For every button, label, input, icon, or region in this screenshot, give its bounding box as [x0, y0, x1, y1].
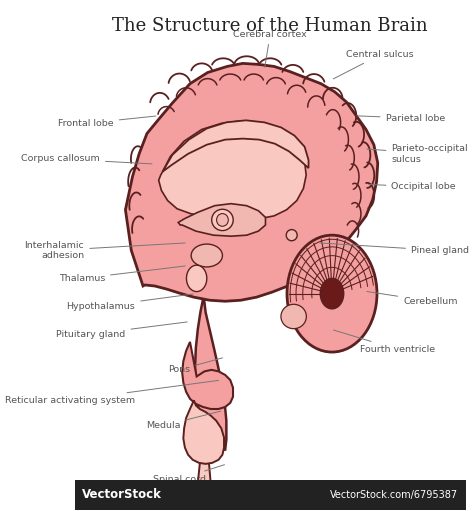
- Text: The Structure of the Human Brain: The Structure of the Human Brain: [112, 17, 428, 35]
- Text: Spinal cord: Spinal cord: [153, 464, 225, 483]
- Polygon shape: [126, 63, 378, 301]
- Text: Interhalamic
adhesion: Interhalamic adhesion: [25, 241, 185, 260]
- Text: Frontal lobe: Frontal lobe: [58, 116, 156, 128]
- Text: Parietal lobe: Parietal lobe: [357, 114, 445, 123]
- Text: Pituitary gland: Pituitary gland: [56, 322, 187, 339]
- Text: Medula: Medula: [146, 411, 220, 430]
- Text: Pons: Pons: [168, 358, 222, 375]
- Text: Occipital lobe: Occipital lobe: [369, 182, 456, 192]
- Text: Thalamus: Thalamus: [59, 266, 185, 283]
- Ellipse shape: [281, 304, 306, 329]
- Text: Hypothalamus: Hypothalamus: [66, 294, 193, 311]
- Text: Corpus callosum: Corpus callosum: [21, 154, 152, 164]
- Text: Cerebellum: Cerebellum: [367, 291, 458, 306]
- Polygon shape: [182, 342, 233, 409]
- Polygon shape: [159, 121, 306, 219]
- Ellipse shape: [217, 214, 228, 226]
- Text: Fourth ventricle: Fourth ventricle: [334, 330, 435, 354]
- Polygon shape: [163, 120, 309, 172]
- Text: Cerebral cortex: Cerebral cortex: [233, 30, 307, 67]
- Ellipse shape: [191, 244, 222, 267]
- Text: VectorStock.com/6795387: VectorStock.com/6795387: [330, 490, 458, 500]
- Ellipse shape: [286, 229, 297, 241]
- Polygon shape: [178, 204, 265, 236]
- Polygon shape: [183, 400, 224, 464]
- Text: Parieto-occipital
sulcus: Parieto-occipital sulcus: [367, 144, 468, 164]
- Ellipse shape: [212, 209, 233, 230]
- Polygon shape: [196, 456, 211, 503]
- Text: VectorStock: VectorStock: [82, 489, 162, 501]
- Text: Reticular activating system: Reticular activating system: [5, 380, 219, 405]
- Polygon shape: [195, 296, 227, 450]
- Text: Pineal gland: Pineal gland: [320, 243, 469, 255]
- FancyBboxPatch shape: [74, 480, 466, 509]
- Circle shape: [186, 265, 207, 292]
- Circle shape: [287, 235, 377, 352]
- Ellipse shape: [320, 278, 344, 309]
- Text: Central sulcus: Central sulcus: [333, 50, 414, 79]
